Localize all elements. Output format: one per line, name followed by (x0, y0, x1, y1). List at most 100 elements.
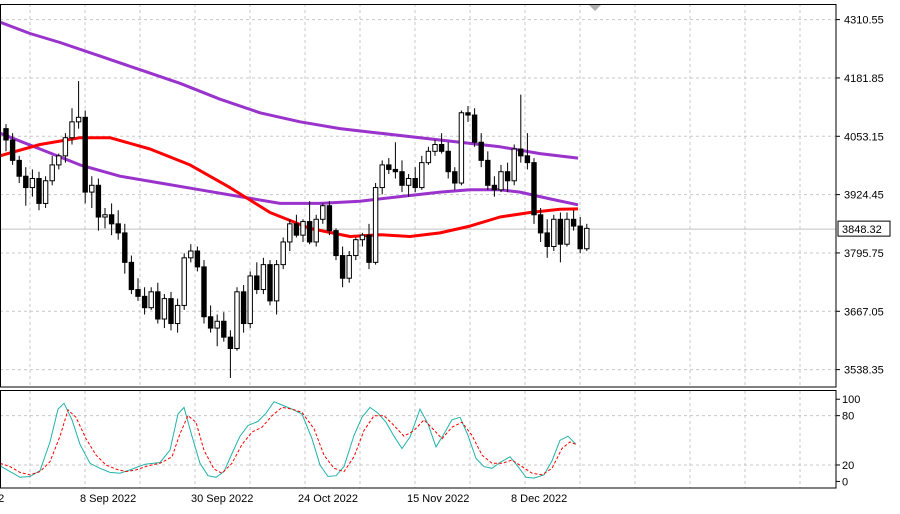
candle[interactable] (128, 255, 135, 295)
candle[interactable] (438, 133, 445, 154)
candle[interactable] (524, 133, 531, 170)
candle[interactable] (3, 124, 9, 152)
candle-body-down (333, 230, 339, 257)
candle[interactable] (491, 176, 498, 197)
candle[interactable] (452, 167, 458, 190)
candle[interactable] (23, 167, 29, 206)
candle-body-up (69, 121, 75, 139)
candle[interactable] (339, 246, 346, 288)
candle[interactable] (29, 169, 36, 197)
candle[interactable] (471, 108, 478, 147)
candle-body-up (372, 187, 379, 263)
candle[interactable] (49, 155, 55, 186)
candle[interactable] (412, 167, 418, 193)
candle[interactable] (537, 207, 544, 242)
candle[interactable] (313, 214, 319, 247)
candle[interactable] (148, 287, 154, 310)
candle[interactable] (36, 171, 42, 211)
candle[interactable] (234, 287, 240, 351)
candle[interactable] (108, 203, 115, 236)
candle[interactable] (221, 312, 227, 342)
candlestick-series[interactable] (3, 81, 590, 378)
candle[interactable] (188, 244, 194, 263)
moving-average-line-3 (0, 136, 579, 238)
candle[interactable] (511, 144, 517, 186)
candle[interactable] (194, 246, 201, 272)
candle[interactable] (280, 237, 286, 270)
candle[interactable] (584, 223, 590, 252)
candle[interactable] (419, 155, 425, 190)
candle[interactable] (102, 207, 108, 229)
candle[interactable] (300, 219, 306, 242)
candle[interactable] (326, 201, 333, 236)
candle[interactable] (465, 105, 471, 122)
candle[interactable] (115, 210, 121, 240)
price-y-tick-label: 3795.75 (844, 248, 884, 260)
candle[interactable] (260, 257, 267, 295)
candle[interactable] (122, 223, 128, 274)
candle[interactable] (62, 133, 69, 163)
candle[interactable] (425, 146, 432, 165)
candle[interactable] (518, 94, 524, 163)
candle[interactable] (405, 173, 412, 197)
candle[interactable] (399, 160, 405, 193)
candle[interactable] (9, 133, 16, 165)
candle[interactable] (247, 271, 253, 329)
oscillator-series[interactable] (0, 401, 577, 479)
chart-shift-marker-icon[interactable] (589, 5, 601, 11)
candle[interactable] (392, 142, 399, 179)
candle[interactable] (366, 223, 372, 270)
candle[interactable] (386, 158, 392, 174)
candle[interactable] (531, 158, 537, 224)
candle[interactable] (227, 330, 234, 378)
candle[interactable] (254, 262, 260, 295)
candle-body-down (122, 232, 128, 263)
candle[interactable] (214, 314, 220, 347)
candle-body-down (128, 261, 135, 291)
candle[interactable] (82, 110, 88, 204)
candle[interactable] (346, 251, 352, 283)
candle[interactable] (551, 214, 557, 252)
candle[interactable] (240, 285, 247, 333)
candle[interactable] (155, 282, 161, 324)
candle[interactable] (293, 214, 300, 238)
candle[interactable] (56, 153, 62, 170)
candle[interactable] (16, 155, 22, 184)
candle[interactable] (201, 260, 207, 324)
candle[interactable] (273, 260, 280, 315)
candle[interactable] (359, 232, 366, 247)
candle[interactable] (168, 291, 174, 331)
candle[interactable] (287, 219, 293, 252)
candle[interactable] (95, 178, 102, 231)
candle[interactable] (445, 142, 451, 179)
candle[interactable] (174, 298, 181, 333)
candle[interactable] (557, 212, 564, 263)
candle[interactable] (432, 139, 438, 156)
candle[interactable] (320, 203, 326, 224)
candle[interactable] (544, 219, 550, 258)
current-price-marker: 3848.32 (837, 220, 891, 237)
candle[interactable] (306, 201, 313, 245)
candle[interactable] (135, 278, 141, 301)
candle[interactable] (570, 210, 577, 231)
candle[interactable] (207, 305, 214, 333)
candle[interactable] (458, 110, 465, 186)
candle[interactable] (267, 260, 273, 306)
candle[interactable] (564, 212, 570, 247)
candle[interactable] (577, 217, 583, 254)
candle[interactable] (498, 164, 504, 193)
candle[interactable] (333, 228, 339, 261)
candle[interactable] (42, 176, 49, 208)
candle[interactable] (75, 81, 82, 129)
candle[interactable] (478, 133, 484, 168)
candle[interactable] (372, 183, 379, 265)
candle[interactable] (161, 294, 168, 329)
candle[interactable] (141, 287, 148, 315)
candle[interactable] (181, 253, 187, 310)
candle[interactable] (485, 151, 491, 190)
candle[interactable] (89, 176, 95, 208)
candle[interactable] (504, 162, 511, 193)
candle[interactable] (69, 108, 75, 145)
candle[interactable] (379, 160, 385, 195)
candle[interactable] (353, 237, 359, 261)
